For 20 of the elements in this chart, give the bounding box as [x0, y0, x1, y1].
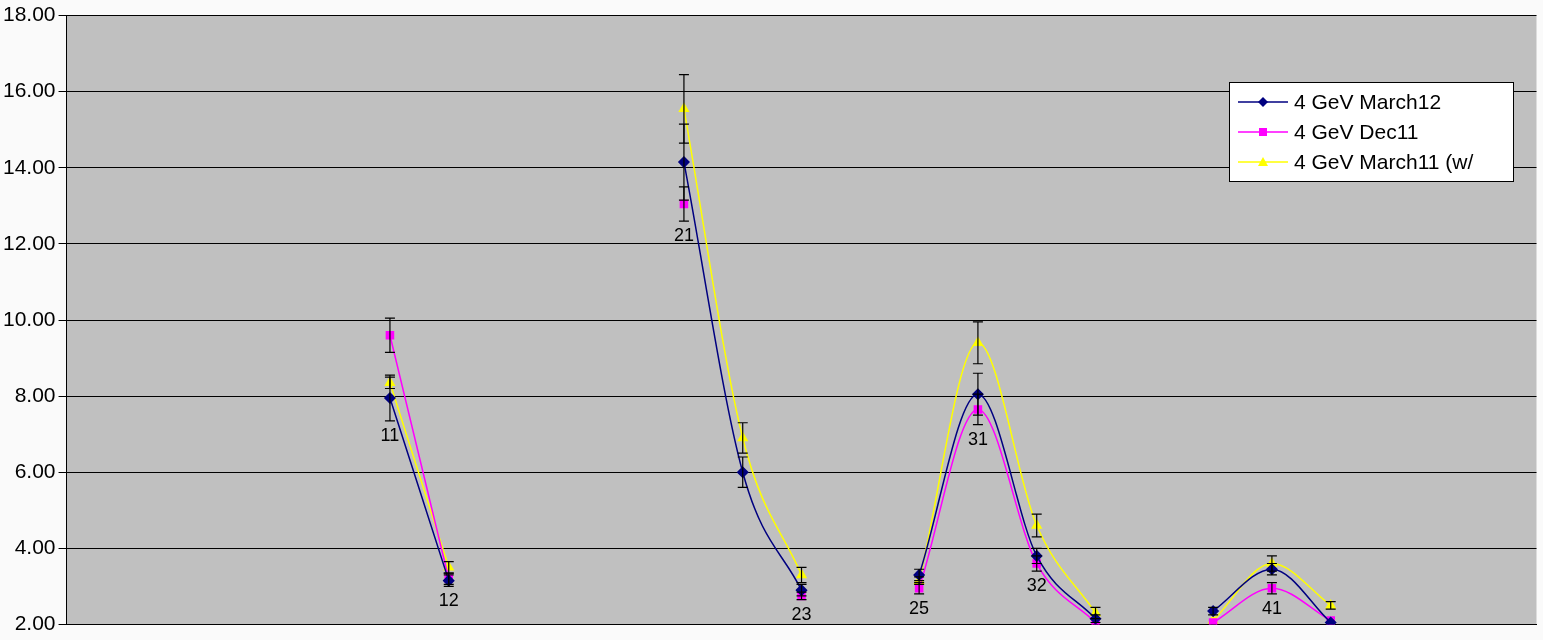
y-tick-label: 16.00 [2, 78, 56, 102]
x-tick-label: 23 [791, 603, 812, 624]
legend-label: 4 GeV March11 (w/ [1294, 150, 1474, 174]
legend-label: 4 GeV March12 [1294, 90, 1442, 114]
y-tick-label: 10.00 [2, 306, 56, 330]
y-tick-label: 8.00 [14, 382, 56, 406]
x-tick-label: 11 [380, 424, 400, 445]
legend-label: 4 GeV Dec11 [1294, 120, 1419, 144]
y-tick-label: 12.00 [2, 230, 56, 254]
y-tick-label: 18.00 [2, 2, 56, 26]
y-tick-label: 4.00 [14, 535, 56, 559]
y-tick-label: 14.00 [2, 154, 56, 178]
x-tick-label: 12 [438, 590, 459, 611]
x-tick-label: 41 [1261, 597, 1282, 618]
x-tick-label: 31 [967, 428, 988, 449]
y-tick-label: 2.00 [14, 611, 56, 635]
x-tick-label: 25 [909, 597, 930, 618]
x-tick-label: 21 [673, 225, 694, 246]
y-tick-label: 6.00 [14, 459, 56, 482]
x-tick-label: 32 [1026, 575, 1047, 596]
